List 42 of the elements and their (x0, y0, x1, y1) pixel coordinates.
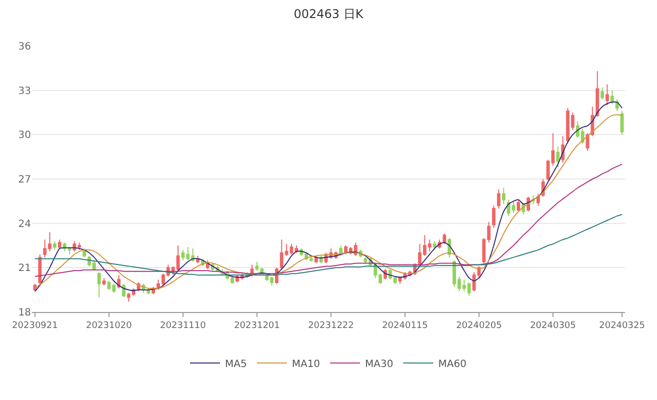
chart-title: 002463 日K (294, 7, 364, 22)
y-tick-label: 30 (18, 130, 31, 142)
y-tick-label: 36 (18, 42, 31, 52)
candlestick (620, 110, 624, 136)
x-tick-label: 20240325 (599, 320, 645, 331)
candlestick (497, 188, 500, 210)
candlestick (432, 240, 436, 250)
candlestick (600, 86, 604, 100)
y-tick-label: 33 (18, 86, 31, 97)
candlestick (556, 146, 560, 168)
line-series (34, 164, 623, 278)
x-tick-label: 20230921 (12, 320, 58, 331)
candlestick (596, 70, 600, 118)
y-tick-label: 27 (18, 174, 31, 186)
x-tick-label: 20240305 (530, 320, 576, 331)
candlestick (122, 283, 126, 298)
candlestick (102, 278, 106, 286)
candlestick (502, 187, 506, 205)
x-tick-label: 20240115 (382, 320, 428, 331)
legend-label: MA60 (438, 358, 466, 370)
x-tick-label: 20231222 (308, 320, 354, 331)
legend-label: MA10 (292, 358, 320, 370)
candlestick (97, 272, 101, 298)
x-tick-label: 20231020 (86, 320, 132, 331)
candlestick (606, 84, 609, 106)
candlestick (610, 90, 614, 104)
candlestick (492, 205, 496, 228)
candlestick (398, 276, 402, 284)
candlestick (58, 239, 62, 249)
line-series (34, 214, 623, 276)
y-tick-label: 21 (18, 263, 31, 274)
candlestick (536, 193, 540, 206)
candlestick (52, 240, 56, 250)
candlestick (38, 254, 42, 286)
legend-label: MA5 (225, 358, 247, 370)
candlestick (516, 199, 520, 212)
x-tick-label: 20231110 (160, 320, 206, 331)
legend-label: MA30 (365, 358, 394, 370)
y-tick-label: 24 (18, 218, 31, 230)
y-tick-label: 18 (18, 308, 31, 318)
x-tick-label: 20240205 (456, 320, 502, 331)
x-tick-label: 20231201 (234, 320, 280, 331)
